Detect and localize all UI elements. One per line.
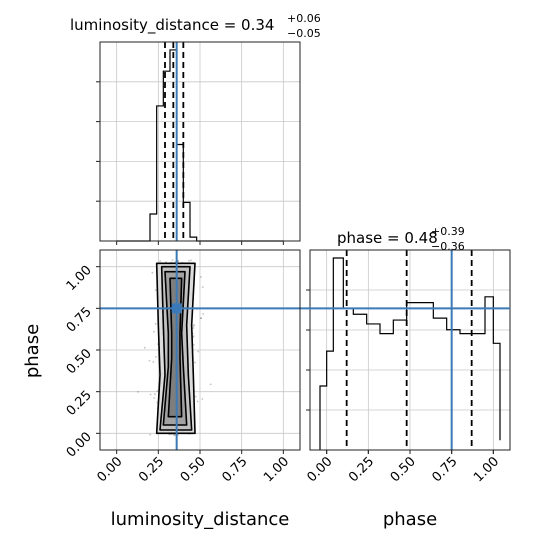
scatter-point [201, 398, 204, 400]
joint-truth-marker [171, 303, 182, 314]
scatter-point [188, 260, 190, 262]
scatter-point [136, 390, 139, 393]
scatter-point [194, 395, 197, 398]
scatter-point [154, 322, 157, 325]
scatter-point [173, 434, 176, 436]
scatter-point [194, 361, 196, 364]
phase-ytick-label-3: 0.75 [64, 305, 95, 336]
lum-xtick-label-1: 0.25 [136, 454, 167, 485]
scatter-point [149, 393, 152, 396]
phase-hist-histogram-steps [319, 257, 501, 450]
phase-ytick-label-4: 1.00 [64, 263, 95, 294]
scatter-point [174, 434, 176, 436]
y-axis-label-phase: phase [22, 324, 43, 378]
scatter-point [153, 397, 156, 399]
phase-title: phase = 0.48 +0.39 −0.36 [337, 225, 465, 253]
scatter-point [151, 271, 154, 274]
luminosity-distance-title-sub: −0.05 [287, 27, 321, 40]
scatter-point [152, 330, 155, 333]
scatter-point [192, 325, 195, 327]
scatter-point [154, 393, 156, 395]
scatter-point [201, 286, 204, 289]
scatter-point [192, 343, 195, 346]
lum-xtick-label-4: 1.00 [261, 454, 292, 485]
phase-histogram [306, 249, 511, 454]
phase-xtick-label-2: 0.50 [388, 454, 419, 485]
scatter-point [149, 433, 152, 436]
lum-xtick-label-2: 0.50 [178, 454, 209, 485]
scatter-point [159, 260, 162, 262]
scatter-point [202, 313, 205, 315]
scatter-point [200, 317, 203, 320]
scatter-point [192, 327, 195, 329]
phase-title-sub: −0.36 [431, 240, 465, 253]
scatter-point [190, 259, 192, 262]
scatter-point [193, 323, 195, 326]
phase-xtick-label-3: 0.75 [429, 454, 460, 485]
scatter-point [192, 335, 195, 338]
scatter-point [156, 390, 159, 393]
scatter-point [172, 433, 175, 436]
luminosity-distance-title-main: luminosity_distance = 0.34 [70, 16, 274, 35]
scatter-point [196, 400, 199, 403]
luminosity-distance-histogram [96, 41, 301, 245]
scatter-point [154, 289, 157, 292]
lum-xtick-label-3: 0.75 [219, 454, 250, 485]
phase-title-main: phase = 0.48 [337, 229, 438, 247]
lum-xtick-label-0: 0.00 [94, 454, 125, 485]
scatter-point [199, 317, 202, 320]
x-axis-label-phase: phase [383, 509, 437, 530]
phase-ytick-label-2: 0.50 [64, 346, 95, 377]
phase-xtick-label-0: 0.00 [304, 454, 335, 485]
luminosity-distance-title: luminosity_distance = 0.34 +0.06 −0.05 [70, 12, 321, 40]
scatter-point [143, 346, 146, 349]
scatter-point [171, 259, 174, 261]
phase-xtick-label-1: 0.25 [346, 454, 377, 485]
scatter-point [200, 276, 202, 278]
x-axis-label-luminosity-distance: luminosity_distance [111, 509, 290, 530]
phase-xtick-label-4: 1.00 [471, 454, 502, 485]
phase-ytick-label-0: 0.00 [64, 430, 95, 461]
scatter-point [154, 355, 157, 358]
phase-ytick-label-1: 0.25 [64, 388, 95, 419]
scatter-point [152, 361, 155, 363]
joint-density-plot [99, 249, 510, 451]
scatter-point [148, 359, 151, 362]
luminosity-distance-title-sup: +0.06 [287, 12, 321, 25]
scatter-point [197, 350, 200, 353]
phase-title-sup: +0.39 [431, 225, 465, 238]
scatter-point [209, 383, 212, 386]
